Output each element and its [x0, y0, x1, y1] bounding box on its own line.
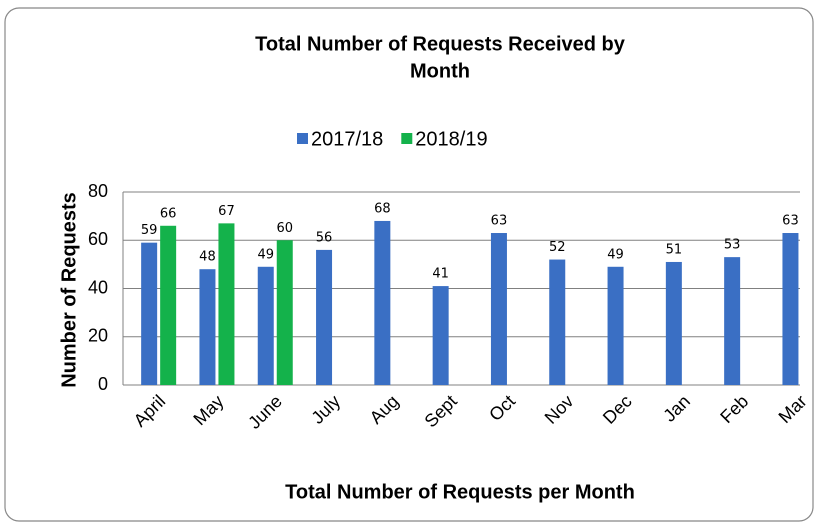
bar — [432, 286, 449, 385]
data-label: 60 — [276, 221, 293, 236]
legend-swatch — [297, 133, 308, 144]
data-label: 56 — [316, 230, 333, 245]
chart-title: Total Number of Requests Received by — [255, 33, 626, 55]
bar — [199, 269, 216, 385]
data-label: 66 — [160, 206, 177, 221]
y-axis-title: Number of Requests — [58, 192, 80, 388]
data-label: 41 — [432, 267, 449, 282]
data-label: 51 — [666, 242, 683, 257]
bar — [665, 261, 682, 385]
legend-label: 2017/18 — [311, 128, 383, 150]
y-tick-label: 0 — [98, 374, 108, 394]
x-axis-title: Total Number of Requests per Month — [285, 481, 635, 503]
data-label: 59 — [141, 223, 158, 238]
bar — [374, 220, 391, 385]
bar — [160, 225, 177, 385]
y-tick-label: 20 — [88, 326, 108, 346]
y-tick-label: 40 — [88, 277, 108, 297]
bar — [141, 242, 158, 385]
data-label: 52 — [549, 240, 566, 255]
legend-label: 2018/19 — [415, 128, 487, 150]
data-label: 68 — [374, 201, 391, 216]
legend-swatch — [401, 133, 413, 144]
data-label: 49 — [257, 247, 274, 262]
bar — [549, 259, 566, 385]
bar — [257, 266, 274, 385]
data-label: 63 — [782, 214, 799, 229]
data-label: 48 — [199, 250, 216, 265]
bar — [724, 257, 741, 385]
data-label: 63 — [491, 214, 508, 229]
bar — [316, 249, 333, 385]
data-label: 53 — [724, 238, 741, 253]
bar — [490, 233, 507, 385]
bar — [218, 223, 235, 385]
data-label: 49 — [607, 247, 624, 262]
y-tick-label: 60 — [88, 229, 108, 249]
chart-frame — [4, 7, 814, 522]
bar — [782, 233, 799, 385]
bar — [607, 266, 624, 385]
bar — [276, 240, 293, 385]
y-tick-label: 80 — [88, 181, 108, 201]
chart-title: Month — [410, 60, 470, 82]
data-label: 67 — [218, 204, 235, 219]
